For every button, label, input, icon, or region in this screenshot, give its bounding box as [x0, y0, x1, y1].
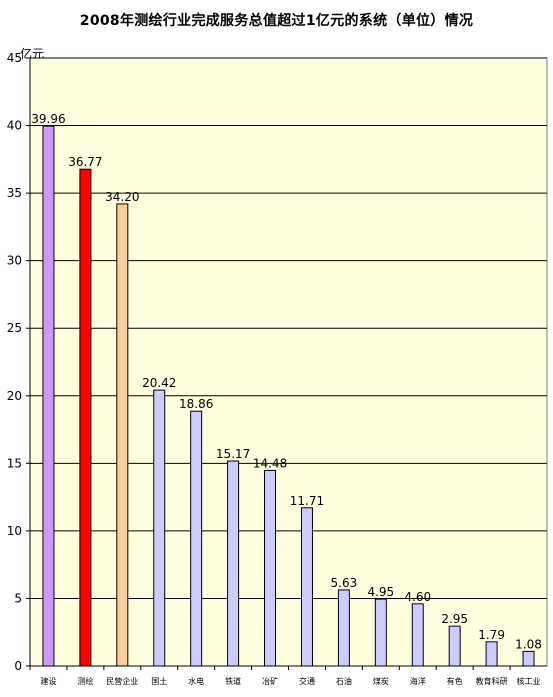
- category-label: 有色: [447, 676, 463, 686]
- bar: [448, 625, 461, 667]
- bar-value-label: 15.17: [216, 447, 250, 461]
- bar-value-label: 34.20: [105, 190, 139, 204]
- bar-value-label: 5.63: [331, 576, 358, 590]
- bar: [411, 603, 424, 667]
- y-tick-label: 40: [7, 119, 22, 133]
- bar: [337, 589, 350, 667]
- bar: [190, 410, 203, 667]
- bar: [116, 203, 129, 667]
- bar-value-label: 36.77: [68, 155, 102, 169]
- category-label: 民营企业: [106, 676, 138, 686]
- y-tick-label: 0: [14, 659, 22, 673]
- bar-value-label: 2.95: [441, 612, 468, 626]
- bar-value-label: 1.79: [478, 628, 505, 642]
- y-tick-label: 20: [7, 389, 22, 403]
- plot-area: [29, 57, 548, 667]
- category-label: 交通: [299, 676, 315, 686]
- chart-title: 2008年测绘行业完成服务总值超过1亿元的系统（单位）情况: [79, 13, 474, 29]
- gridlines: [30, 57, 547, 599]
- bar: [42, 125, 55, 667]
- axes: [26, 57, 547, 670]
- bar: [153, 389, 166, 667]
- bar: [485, 641, 498, 667]
- y-tick-label: 10: [7, 524, 22, 538]
- category-label: 冶矿: [262, 676, 278, 686]
- category-label: 建设: [40, 676, 56, 686]
- y-tick-label: 25: [7, 321, 22, 335]
- category-label: 水电: [188, 676, 204, 686]
- bar: [374, 598, 387, 667]
- category-label: 煤炭: [373, 676, 389, 686]
- bar-value-label: 14.48: [253, 456, 287, 470]
- y-tick-label: 15: [7, 456, 22, 470]
- bar-value-label: 11.71: [290, 494, 324, 508]
- category-label: 教育科研: [476, 676, 508, 686]
- y-tick-label: 5: [14, 591, 22, 605]
- y-tick-label: 30: [7, 254, 22, 268]
- bar-value-label: 4.95: [367, 585, 394, 599]
- bar: [264, 469, 277, 667]
- category-label: 海洋: [410, 676, 426, 686]
- category-label: 石油: [336, 676, 352, 686]
- bar-value-label: 20.42: [142, 376, 176, 390]
- bar: [300, 507, 313, 667]
- bar: [227, 460, 240, 667]
- category-label: 国土: [151, 676, 167, 686]
- bar-value-label: 1.08: [515, 637, 542, 651]
- bar-value-label: 18.86: [179, 397, 213, 411]
- bar-value-label: 39.96: [31, 112, 65, 126]
- category-label: 铁道: [225, 676, 241, 686]
- bar: [79, 168, 92, 667]
- bar: [522, 650, 535, 667]
- category-label: 核工业: [517, 676, 541, 686]
- bar-value-label: 4.60: [404, 590, 431, 604]
- category-label: 测绘: [77, 676, 93, 686]
- y-tick-label: 45: [7, 51, 22, 65]
- y-tick-label: 35: [7, 186, 22, 200]
- labels: 0 5 10 15 20 25 30 35 40 45 39.96 建设 36.77 测绘 34.20 民营企…: [7, 51, 542, 686]
